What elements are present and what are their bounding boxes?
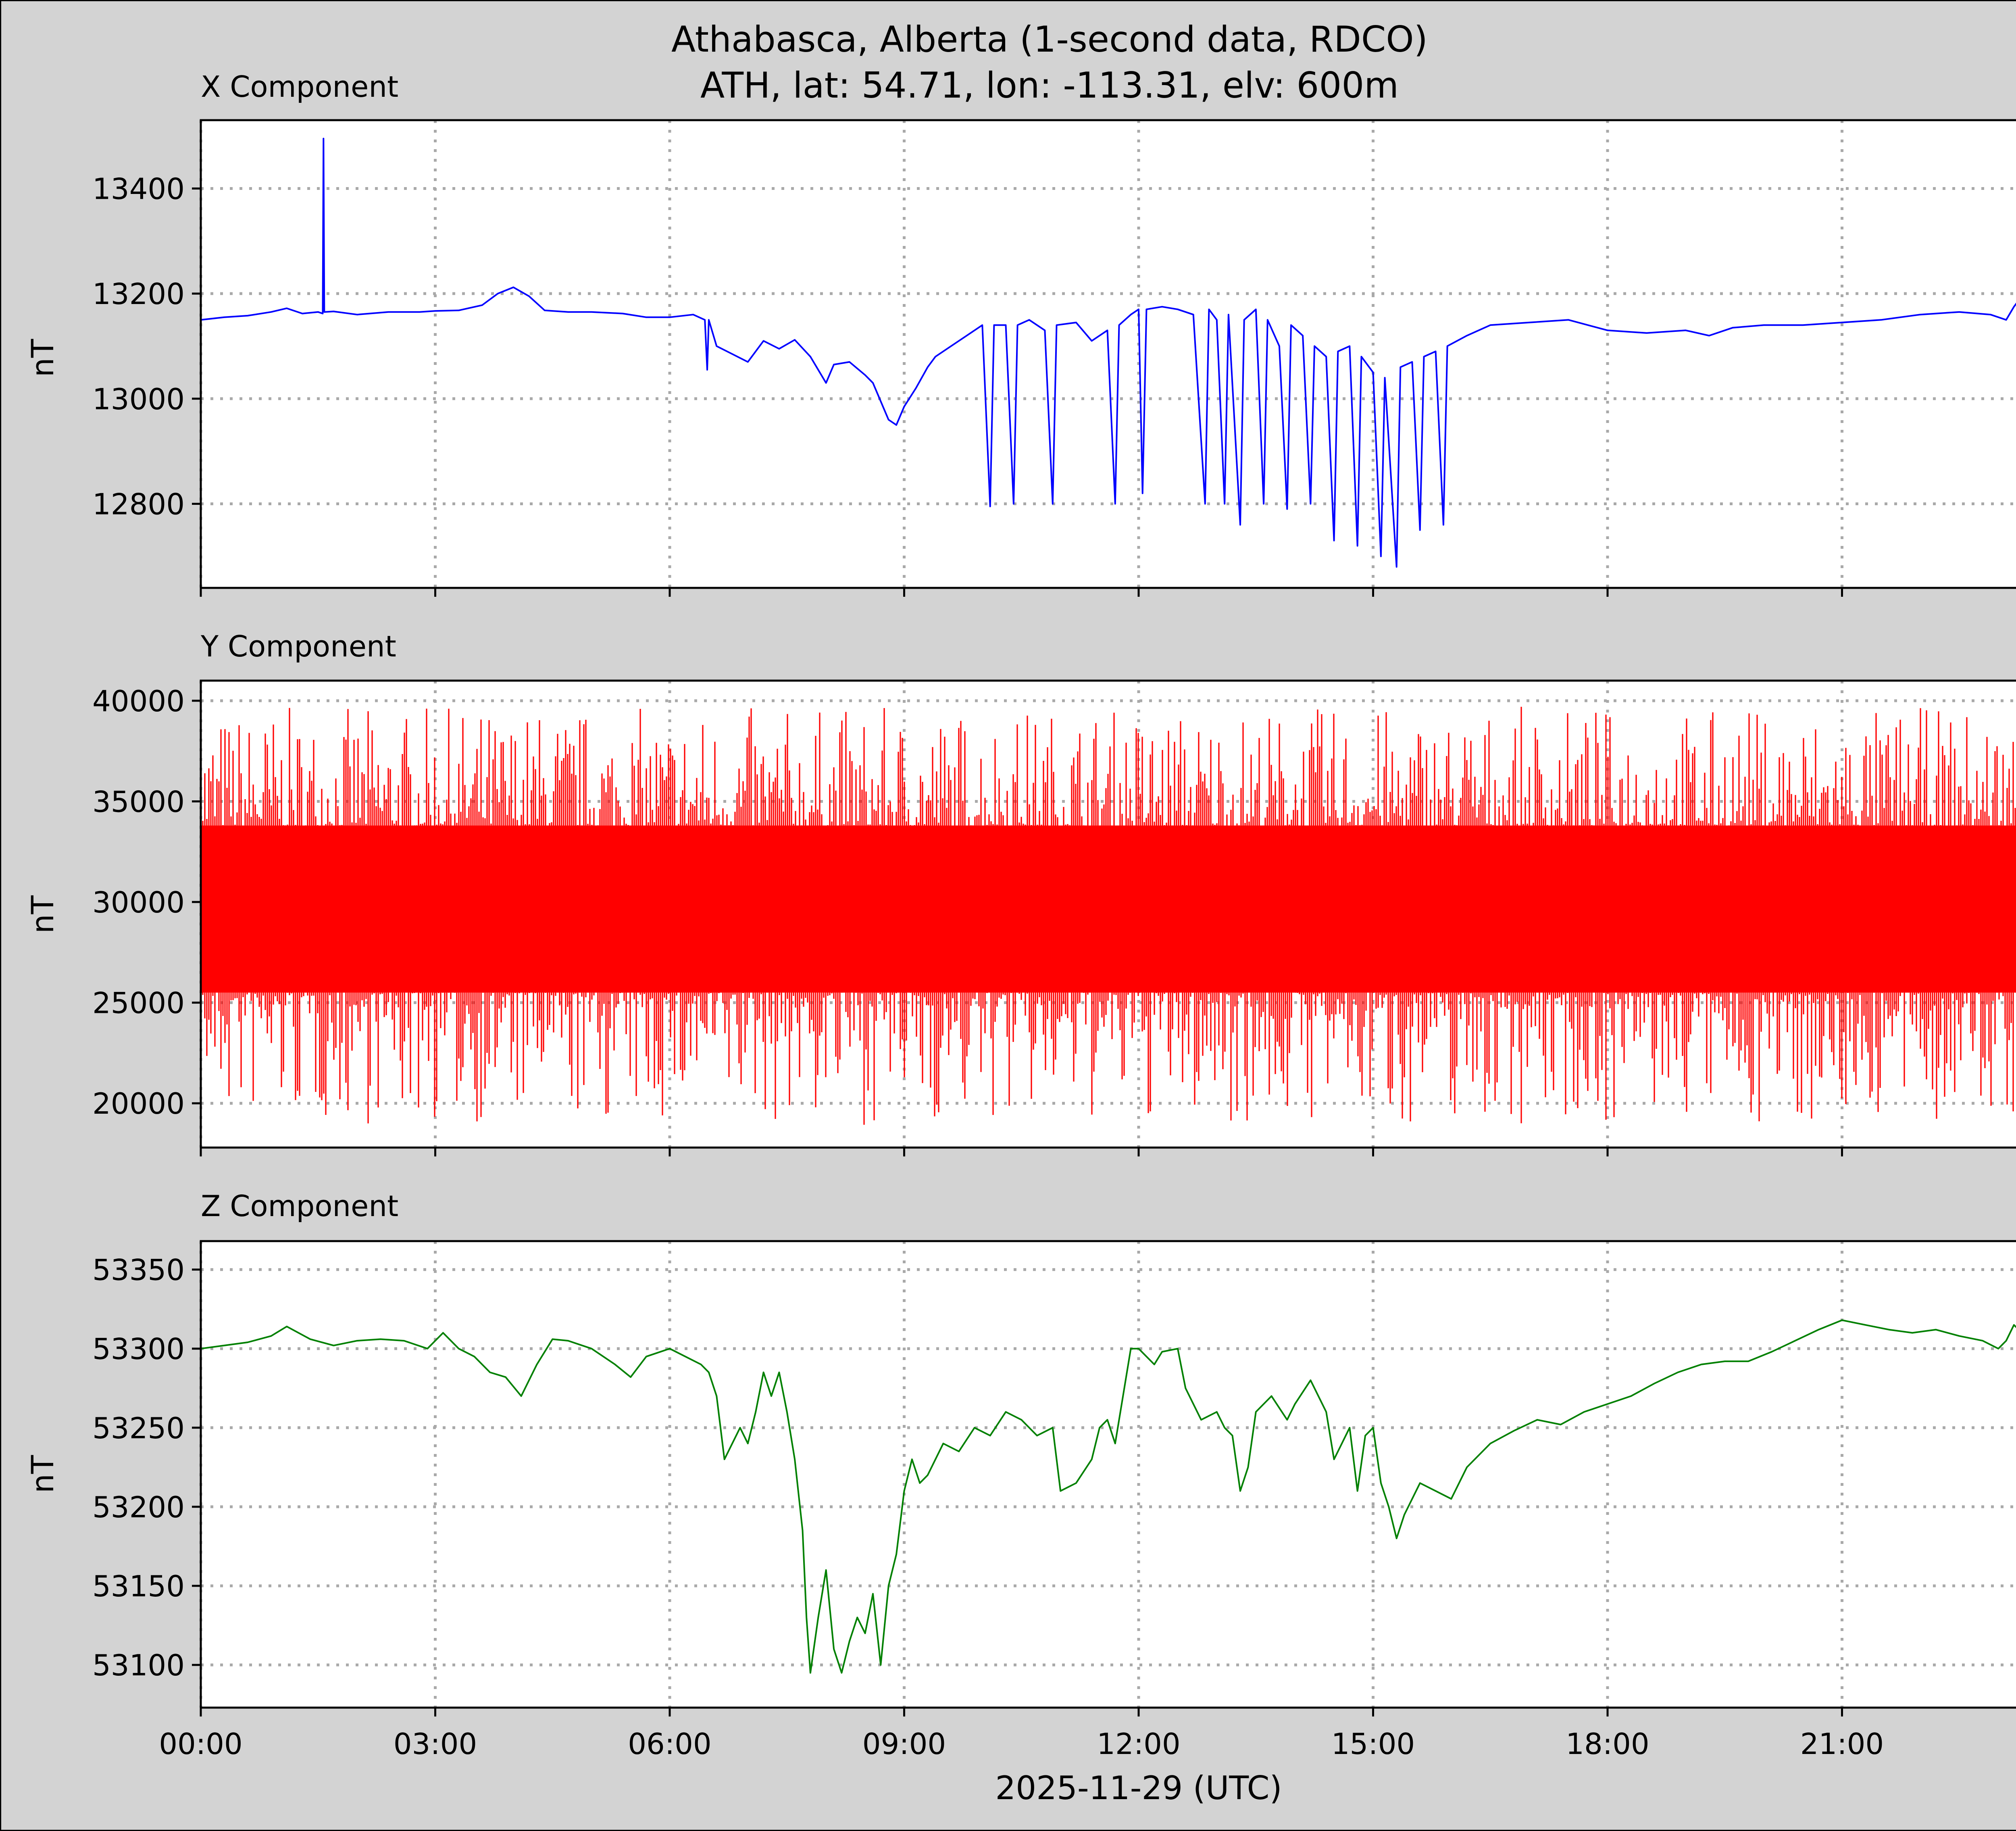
y-y-tick-label: 25000 (92, 986, 185, 1020)
z-component-label: Z Component (201, 1189, 398, 1223)
x-tick-label: 15:00 (1331, 1727, 1415, 1761)
x-component-ylabel: nT (25, 339, 60, 377)
x-component-series-line (200, 137, 2016, 568)
z-component-panel: Z Component nT 53100 53150 53200 53250 53300… (25, 1189, 2016, 1716)
y-y-tick-label: 20000 (92, 1087, 185, 1121)
y-component-label: Y Component (200, 629, 396, 663)
z-component-ylabel: nT (25, 1455, 60, 1493)
z-y-tick-label: 53150 (92, 1569, 185, 1603)
z-plot-area (201, 1241, 2016, 1708)
z-plot-frame (200, 1240, 2016, 1709)
y-component-panel: Y Component nT 20000 25000 30000 35000 40000 (25, 629, 2016, 1156)
z-y-tick-label: 53350 (92, 1253, 185, 1287)
z-component-series-line (200, 1319, 2016, 1674)
x-component-panel: X Component nT 12800 13000 13200 13400 (25, 70, 2016, 597)
x-tick-label: 09:00 (862, 1727, 946, 1761)
x-tick-label: 06:00 (628, 1727, 712, 1761)
x-tick-label: 12:00 (1097, 1727, 1181, 1761)
y-component-ylabel: nT (25, 895, 60, 933)
y-y-tick-label: 35000 (92, 785, 185, 819)
x-axis-ticks: 00:00 03:00 06:00 09:00 12:00 15:00 18:00 21:00 (159, 1727, 1884, 1761)
chart-subtitle: ATH, lat: 54.71, lon: -113.31, elv: 600m (700, 65, 1399, 106)
chart-title: Athabasca, Alberta (1-second data, RDCO) (671, 19, 1428, 60)
x-tick-label: 18:00 (1566, 1727, 1649, 1761)
z-y-tick-label: 53200 (92, 1490, 185, 1524)
x-y-tick-label: 12800 (92, 487, 185, 521)
z-y-tick-label: 53300 (92, 1332, 185, 1366)
x-y-tick-label: 13000 (92, 382, 185, 416)
x-axis-label: 2025-11-29 (UTC) (995, 1769, 1282, 1807)
z-y-tick-label: 53100 (92, 1648, 185, 1682)
y-y-tick-label: 40000 (92, 684, 185, 718)
y-y-tick-label: 30000 (92, 885, 185, 919)
y-plot-frame (200, 679, 2016, 1149)
x-tick-label: 00:00 (159, 1727, 243, 1761)
z-y-tick-label: 53250 (92, 1411, 185, 1445)
x-plot-frame (200, 119, 2016, 589)
x-tick-label: 21:00 (1800, 1727, 1884, 1761)
x-tick-label: 03:00 (394, 1727, 477, 1761)
x-y-tick-label: 13400 (92, 172, 185, 206)
x-y-tick-label: 13200 (92, 277, 185, 311)
x-component-label: X Component (201, 70, 398, 104)
